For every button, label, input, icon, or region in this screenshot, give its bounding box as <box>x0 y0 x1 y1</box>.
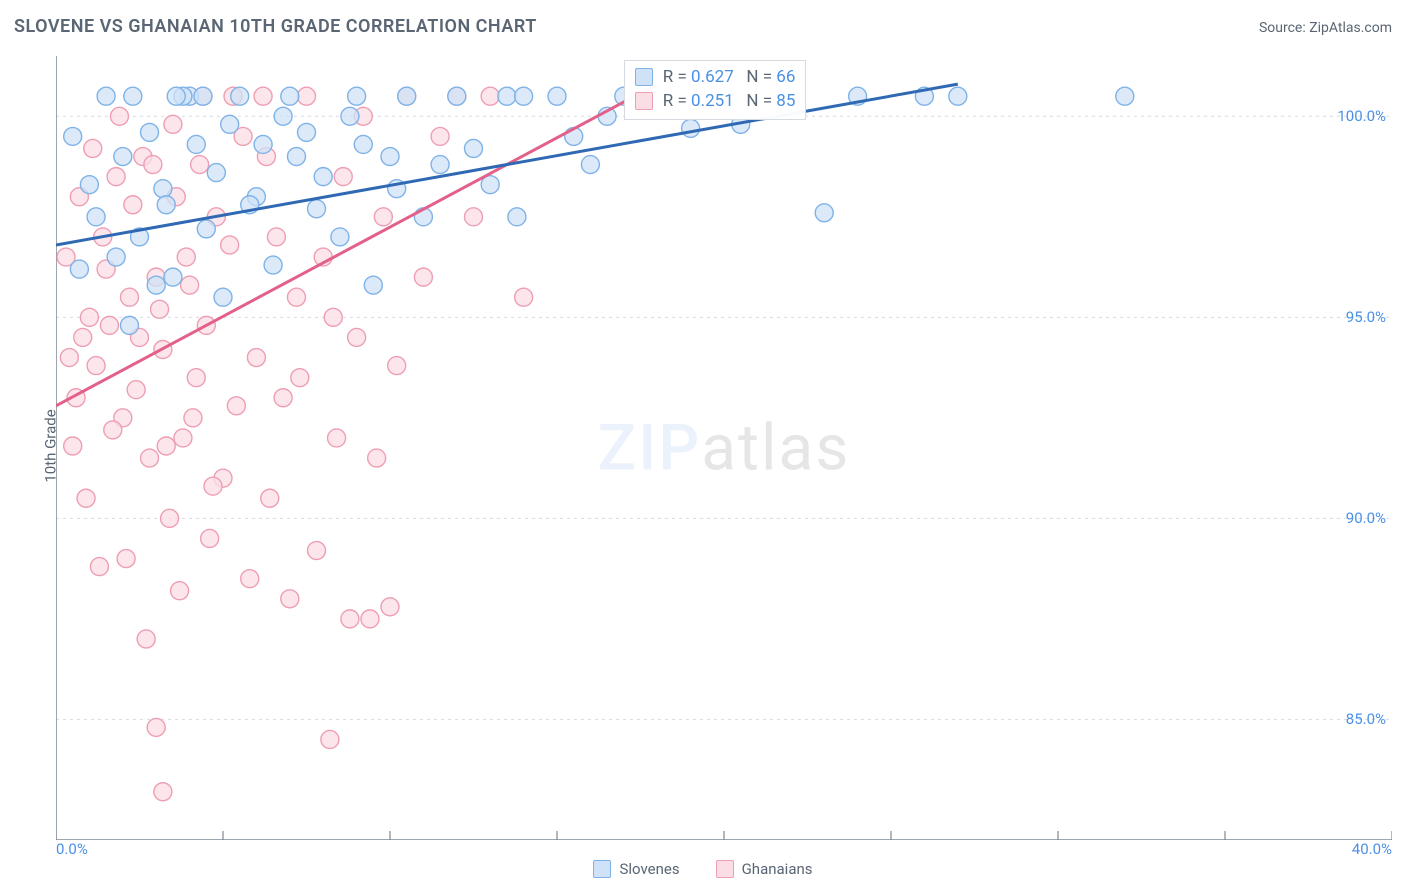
legend-item-slovenes: Slovenes <box>593 860 679 878</box>
legend: Slovenes Ghanaians <box>0 860 1406 878</box>
stats-row-ghanaians: R = 0.251 N = 85 <box>635 89 796 113</box>
plot-area: ZIPatlas R = 0.627 N = 66 R = 0.251 N = … <box>56 56 1392 840</box>
y-tick-label: 100.0% <box>1337 107 1386 125</box>
scatter-plot-svg <box>56 56 1392 840</box>
chart-header: SLOVENE VS GHANAIAN 10TH GRADE CORRELATI… <box>14 16 1392 37</box>
correlation-stats-box: R = 0.627 N = 66 R = 0.251 N = 85 <box>624 60 807 120</box>
chart-title: SLOVENE VS GHANAIAN 10TH GRADE CORRELATI… <box>14 16 537 37</box>
y-tick-label: 90.0% <box>1346 509 1386 527</box>
legend-swatch-slovenes <box>593 860 611 878</box>
stats-row-slovenes: R = 0.627 N = 66 <box>635 65 796 89</box>
chart-source: Source: ZipAtlas.com <box>1259 20 1392 36</box>
x-tick-min: 0.0% <box>56 840 88 858</box>
y-tick-label: 95.0% <box>1346 308 1386 326</box>
y-tick-label: 85.0% <box>1346 710 1386 728</box>
swatch-ghanaians <box>635 92 653 110</box>
swatch-slovenes <box>635 68 653 86</box>
legend-item-ghanaians: Ghanaians <box>716 860 813 878</box>
x-axis-tick-labels: 0.0% 40.0% <box>56 840 1392 858</box>
legend-swatch-ghanaians <box>716 860 734 878</box>
x-tick-max: 40.0% <box>1352 840 1392 858</box>
